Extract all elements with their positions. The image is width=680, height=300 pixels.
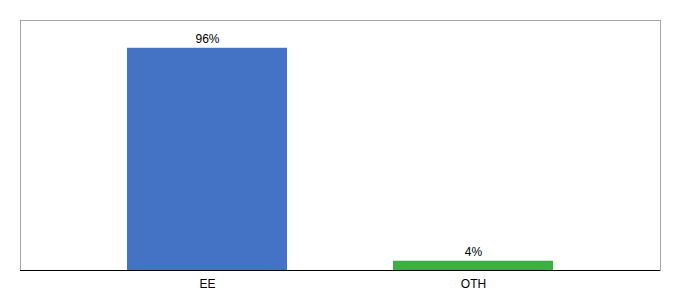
svg-text:4%: 4% [465,245,483,259]
svg-text:EE: EE [199,277,215,291]
svg-text:96%: 96% [195,32,219,46]
svg-text:OTH: OTH [461,277,486,291]
